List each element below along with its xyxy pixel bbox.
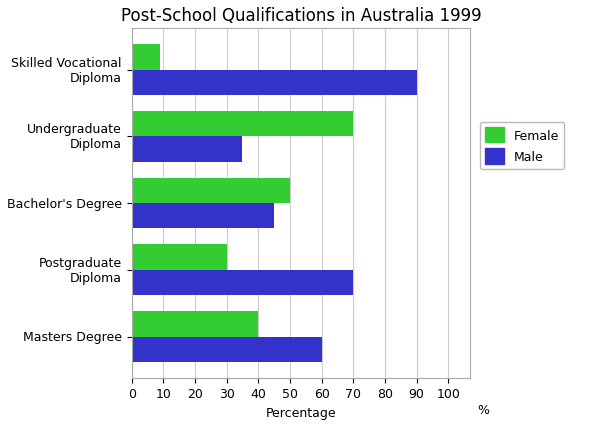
Text: %: % [478,403,489,416]
Bar [131,70,417,96]
Bar [131,112,353,137]
Bar [131,178,290,204]
X-axis label: Percentage: Percentage [266,406,336,419]
Legend: Female, Male: Female, Male [480,123,564,169]
Bar [131,245,227,270]
Bar [131,45,160,70]
Bar [131,204,274,229]
Title: Post-School Qualifications in Australia 1999: Post-School Qualifications in Australia … [121,7,481,25]
Bar [131,270,353,296]
Bar [131,337,321,362]
Bar [131,137,242,162]
Bar [131,311,258,337]
